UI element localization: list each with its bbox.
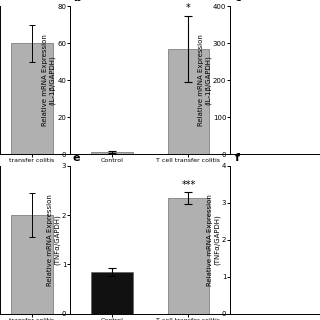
Y-axis label: Relative mRNA Expression
(IL-1β/GAPDH): Relative mRNA Expression (IL-1β/GAPDH)	[198, 34, 211, 126]
Text: ***: ***	[181, 180, 196, 189]
Bar	[91, 272, 133, 314]
Text: c: c	[235, 0, 242, 4]
Bar	[91, 152, 133, 154]
Y-axis label: Relative mRNA Expression
(TNFα/GAPDH): Relative mRNA Expression (TNFα/GAPDH)	[47, 194, 60, 286]
Text: b: b	[73, 0, 81, 4]
Bar	[168, 49, 210, 154]
Text: e: e	[73, 153, 80, 163]
Y-axis label: Relative mRNA Expression
(TNFα/GAPDH): Relative mRNA Expression (TNFα/GAPDH)	[207, 194, 220, 286]
Bar	[11, 215, 53, 314]
Bar	[11, 43, 53, 154]
Text: f: f	[235, 153, 240, 163]
Bar	[168, 198, 210, 314]
Text: *: *	[186, 3, 191, 13]
Y-axis label: Relative mRNA Expression
(IL-1β/GAPDH): Relative mRNA Expression (IL-1β/GAPDH)	[42, 34, 56, 126]
